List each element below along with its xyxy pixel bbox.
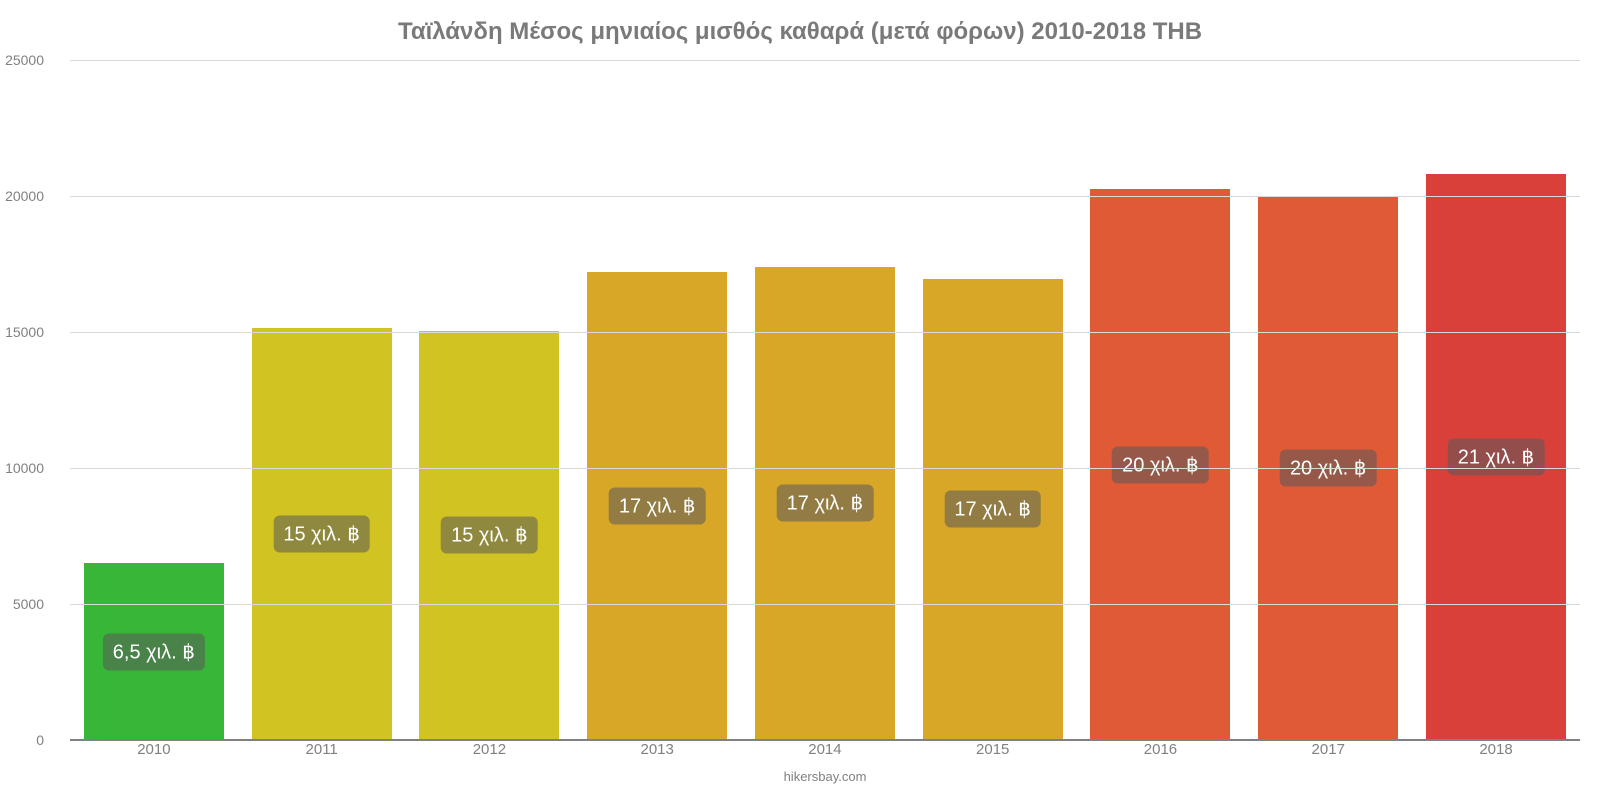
xtick-label: 2013 xyxy=(640,741,673,758)
bar-value-label: 20 χιλ. ฿ xyxy=(1112,446,1209,483)
bar: 21 χιλ. ฿ xyxy=(1426,174,1566,740)
gridline xyxy=(70,60,1580,61)
bar-slot: 20 χιλ. ฿2017 xyxy=(1258,60,1398,740)
bar: 17 χιλ. ฿ xyxy=(755,267,895,740)
bar-slot: 21 χιλ. ฿2018 xyxy=(1426,60,1566,740)
bar-slot: 17 χιλ. ฿2014 xyxy=(755,60,895,740)
xtick-label: 2014 xyxy=(808,741,841,758)
gridline xyxy=(70,332,1580,333)
bar: 17 χιλ. ฿ xyxy=(587,272,727,740)
ytick-label: 0 xyxy=(0,732,44,748)
bar-slot: 15 χιλ. ฿2011 xyxy=(252,60,392,740)
bar-value-label: 15 χιλ. ฿ xyxy=(273,515,370,552)
xtick-label: 2017 xyxy=(1312,741,1345,758)
gridline xyxy=(70,196,1580,197)
bar-value-label: 17 χιλ. ฿ xyxy=(944,491,1041,528)
bars-row: 6,5 χιλ. ฿201015 χιλ. ฿201115 χιλ. ฿2012… xyxy=(70,60,1580,740)
gridline xyxy=(70,468,1580,469)
xtick-label: 2015 xyxy=(976,741,1009,758)
xtick-label: 2011 xyxy=(306,741,338,758)
bar-value-label: 17 χιλ. ฿ xyxy=(777,485,874,522)
bar-slot: 6,5 χιλ. ฿2010 xyxy=(84,60,224,740)
ytick-label: 25000 xyxy=(0,52,44,68)
xtick-label: 2012 xyxy=(473,741,506,758)
chart-source: hikersbay.com xyxy=(70,769,1580,784)
bar: 15 χιλ. ฿ xyxy=(252,328,392,740)
axis-baseline xyxy=(70,739,1580,741)
gridline xyxy=(70,604,1580,605)
bar-value-label: 6,5 χιλ. ฿ xyxy=(103,633,205,670)
bar: 17 χιλ. ฿ xyxy=(923,279,1063,740)
plot-area: 6,5 χιλ. ฿201015 χιλ. ฿201115 χιλ. ฿2012… xyxy=(70,60,1580,740)
ytick-label: 5000 xyxy=(0,596,44,612)
bar-value-label: 21 χιλ. ฿ xyxy=(1448,439,1545,476)
chart-container: Ταϊλάνδη Μέσος μηνιαίος μισθός καθαρά (μ… xyxy=(0,0,1600,800)
ytick-label: 15000 xyxy=(0,324,44,340)
bar-value-label: 15 χιλ. ฿ xyxy=(441,517,538,554)
xtick-label: 2018 xyxy=(1479,741,1512,758)
bar-value-label: 17 χιλ. ฿ xyxy=(609,488,706,525)
chart-title: Ταϊλάνδη Μέσος μηνιαίος μισθός καθαρά (μ… xyxy=(0,18,1600,46)
bar-slot: 15 χιλ. ฿2012 xyxy=(419,60,559,740)
ytick-label: 10000 xyxy=(0,460,44,476)
bar-slot: 17 χιλ. ฿2013 xyxy=(587,60,727,740)
bar: 15 χιλ. ฿ xyxy=(419,331,559,740)
bar: 20 χιλ. ฿ xyxy=(1090,189,1230,740)
bar-slot: 17 χιλ. ฿2015 xyxy=(923,60,1063,740)
xtick-label: 2010 xyxy=(137,741,170,758)
bar-slot: 20 χιλ. ฿2016 xyxy=(1090,60,1230,740)
xtick-label: 2016 xyxy=(1144,741,1177,758)
ytick-label: 20000 xyxy=(0,188,44,204)
bar: 6,5 χιλ. ฿ xyxy=(84,563,224,740)
